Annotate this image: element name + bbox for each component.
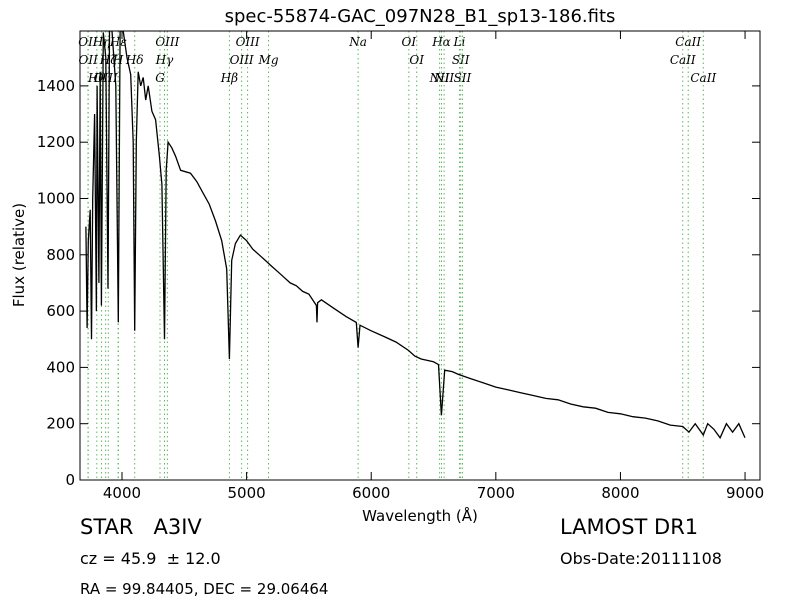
spectral-line-label: NII bbox=[433, 71, 454, 85]
redshift: cz = 45.9 ± 12.0 bbox=[80, 549, 221, 568]
y-tick-label: 200 bbox=[46, 415, 75, 433]
y-tick-label: 600 bbox=[46, 302, 75, 320]
y-tick-label: 1200 bbox=[37, 133, 75, 151]
spectral-line-label: Hη bbox=[92, 35, 111, 49]
spectral-line-label: OIII bbox=[155, 35, 179, 49]
spectral-line-label: OII bbox=[78, 35, 98, 49]
x-tick-label: 6000 bbox=[352, 484, 390, 502]
obs-date: Obs-Date:20111108 bbox=[560, 549, 722, 568]
spectral-line-label: OI bbox=[409, 53, 424, 67]
spectral-line-label: Na bbox=[348, 35, 367, 49]
y-axis-label: Flux (relative) bbox=[10, 203, 28, 307]
y-tick-label: 1400 bbox=[37, 77, 75, 95]
spectral-line-label: CaII bbox=[670, 53, 696, 67]
y-tick-label: 400 bbox=[46, 358, 75, 376]
spectral-line-label: Mg bbox=[258, 53, 279, 67]
spectral-line-label: OIII bbox=[236, 35, 260, 49]
spectral-line-label: Hβ bbox=[220, 71, 238, 85]
spectral-line-label: OI bbox=[402, 35, 417, 49]
plot-frame bbox=[79, 30, 761, 481]
spectral-line-label: SII bbox=[452, 53, 470, 67]
spectral-line-label: OIII bbox=[230, 53, 254, 67]
x-tick-label: 4000 bbox=[103, 484, 141, 502]
x-axis-label: Wavelength (Å) bbox=[362, 506, 478, 525]
y-tick-label: 1000 bbox=[37, 189, 75, 207]
x-tick-label: 5000 bbox=[228, 484, 266, 502]
y-tick-label: 800 bbox=[46, 246, 75, 264]
x-tick-label: 7000 bbox=[477, 484, 515, 502]
spectral-line-label: G bbox=[155, 71, 165, 85]
spectral-line-label: Li bbox=[453, 35, 466, 49]
x-tick-label: 8000 bbox=[601, 484, 639, 502]
survey: LAMOST DR1 bbox=[560, 515, 698, 539]
spectrum-line bbox=[85, 31, 746, 440]
spectral-line-label: Hγ bbox=[155, 53, 174, 67]
spectral-line-label: CaII bbox=[675, 35, 701, 49]
spectral-line-label: Hα bbox=[431, 35, 451, 49]
spectral-line-label: CaII bbox=[690, 71, 716, 85]
spectral-line-label: SII bbox=[454, 71, 472, 85]
spectral-line-label: Hδ bbox=[125, 53, 144, 67]
coordinates: RA = 99.84405, DEC = 29.06464 bbox=[80, 580, 328, 598]
x-tick-label: 9000 bbox=[726, 484, 764, 502]
y-tick-label: 0 bbox=[65, 471, 75, 489]
spectral-line-label: OII bbox=[79, 53, 99, 67]
object-class: STAR A3IV bbox=[80, 515, 202, 539]
chart-title: spec-55874-GAC_097N28_B1_sp13-186.fits bbox=[225, 6, 616, 27]
